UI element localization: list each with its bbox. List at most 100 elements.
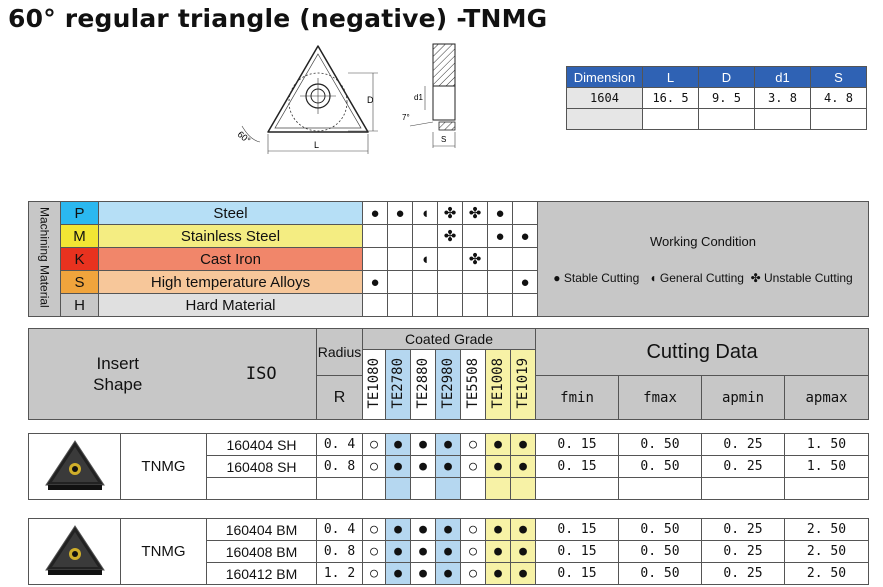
cut-fmax: 0. 50	[618, 562, 702, 585]
grade-availability: ●	[510, 540, 536, 563]
condition-symbol: ✤	[437, 224, 463, 248]
dim-cell: 3. 8	[754, 87, 811, 109]
insert-group-1: TNMG 160404 SH 0. 4 ○ ● ● ● ○ ● ● 0. 15 0. 50 0. 25 1…	[28, 433, 869, 500]
dim-cell	[642, 108, 699, 130]
grade-availability: ●	[485, 562, 511, 585]
angle-label: 60°	[236, 129, 253, 146]
grade-availability: ●	[485, 433, 511, 456]
dim-header-dimension: Dimension	[566, 66, 643, 88]
empty-cell	[535, 477, 619, 500]
dim-header-l: L	[642, 66, 699, 88]
grade-availability: ●	[435, 518, 461, 541]
grade-col-te1008: TE1008	[485, 349, 511, 420]
condition-symbol	[387, 247, 413, 271]
insert-image	[44, 524, 105, 575]
insert-shape-header: Insert Shape	[28, 328, 207, 420]
machining-material-table: Machining Material P Steel ● ● ◖ ✤ ✤ ● Working Co…	[28, 201, 869, 317]
cut-fmin: 0. 15	[535, 518, 619, 541]
condition-symbol	[362, 293, 388, 317]
condition-symbol	[412, 270, 438, 294]
cut-apmax: 2. 50	[784, 518, 869, 541]
material-name: Cast Iron	[98, 247, 363, 271]
condition-legend: ● Stable Cutting ◖ General Cutting ✤ Uns…	[553, 270, 853, 285]
condition-symbol	[462, 270, 488, 294]
coated-grade-header: Coated Grade	[361, 328, 537, 350]
empty-cell	[435, 477, 461, 500]
r-header: R	[316, 375, 363, 420]
insert-shape-cell	[28, 518, 121, 585]
condition-symbol: ●	[487, 201, 513, 225]
condition-symbol	[487, 293, 513, 317]
machining-material-label: Machining Material	[28, 201, 61, 317]
insert-code: 160408 SH	[206, 455, 317, 478]
grade-availability: ○	[362, 518, 386, 541]
grade-availability: ○	[362, 562, 386, 585]
grade-availability: ●	[435, 540, 461, 563]
general-cutting-icon: ◖	[649, 270, 657, 285]
condition-symbol: ●	[362, 201, 388, 225]
dim-cell: 4. 8	[810, 87, 867, 109]
condition-symbol	[387, 293, 413, 317]
grade-availability: ●	[410, 433, 436, 456]
condition-symbol: ✤	[462, 201, 488, 225]
material-code-k: K	[60, 247, 99, 271]
dim-header-d: D	[698, 66, 755, 88]
condition-symbol	[462, 293, 488, 317]
radius-value: 0. 8	[316, 455, 363, 478]
empty-cell	[618, 477, 702, 500]
empty-cell	[701, 477, 785, 500]
condition-symbol: ●	[512, 224, 538, 248]
cut-fmax: 0. 50	[618, 540, 702, 563]
page-title: 60° regular triangle (negative) -TNMG	[8, 4, 548, 33]
dim-cell	[566, 108, 643, 130]
grade-availability: ●	[385, 540, 411, 563]
condition-symbol: ●	[487, 224, 513, 248]
empty-cell	[510, 477, 536, 500]
radius-header: Radius	[316, 328, 363, 376]
condition-symbol	[412, 224, 438, 248]
grade-col-te2880: TE2880	[410, 349, 436, 420]
cut-apmax: 1. 50	[784, 455, 869, 478]
grade-availability: ○	[362, 433, 386, 456]
grade-availability: ●	[435, 562, 461, 585]
grade-availability: ●	[510, 455, 536, 478]
condition-symbol	[512, 247, 538, 271]
material-code-h: H	[60, 293, 99, 317]
condition-symbol: ✤	[437, 201, 463, 225]
cut-fmin: 0. 15	[535, 562, 619, 585]
l-dimension-label: L	[314, 140, 319, 150]
radius-value: 1. 2	[316, 562, 363, 585]
cut-apmin: 0. 25	[701, 540, 785, 563]
dimension-table: Dimension L D d1 S 1604 16. 5 9. 5 3. 8 …	[566, 66, 867, 130]
seven-deg-label: 7°	[402, 113, 410, 122]
cut-fmax: 0. 50	[618, 518, 702, 541]
grade-availability: ●	[385, 518, 411, 541]
empty-cell	[410, 477, 436, 500]
iso-header: ISO	[206, 328, 317, 420]
insert-family: TNMG	[120, 518, 207, 585]
grade-availability: ●	[385, 433, 411, 456]
grade-availability: ●	[510, 562, 536, 585]
condition-symbol	[487, 247, 513, 271]
empty-cell	[460, 477, 486, 500]
grade-availability: ○	[362, 455, 386, 478]
condition-symbol: ◖	[412, 201, 438, 225]
grade-availability: ○	[460, 518, 486, 541]
cut-apmax: 2. 50	[784, 562, 869, 585]
material-code-s: S	[60, 270, 99, 294]
grade-availability: ●	[485, 540, 511, 563]
cut-apmin: 0. 25	[701, 562, 785, 585]
condition-symbol: ✤	[462, 247, 488, 271]
grade-availability: ●	[385, 562, 411, 585]
cut-col-fmin: fmin	[535, 375, 620, 420]
condition-symbol	[512, 201, 538, 225]
grade-availability: ○	[362, 540, 386, 563]
condition-symbol	[412, 293, 438, 317]
condition-symbol: ●	[512, 270, 538, 294]
dim-cell	[698, 108, 755, 130]
empty-cell	[385, 477, 411, 500]
condition-symbol: ◖	[412, 247, 438, 271]
dim-header-s: S	[810, 66, 867, 88]
dim-cell: 16. 5	[642, 87, 699, 109]
unstable-cutting-icon: ✤	[750, 270, 761, 285]
